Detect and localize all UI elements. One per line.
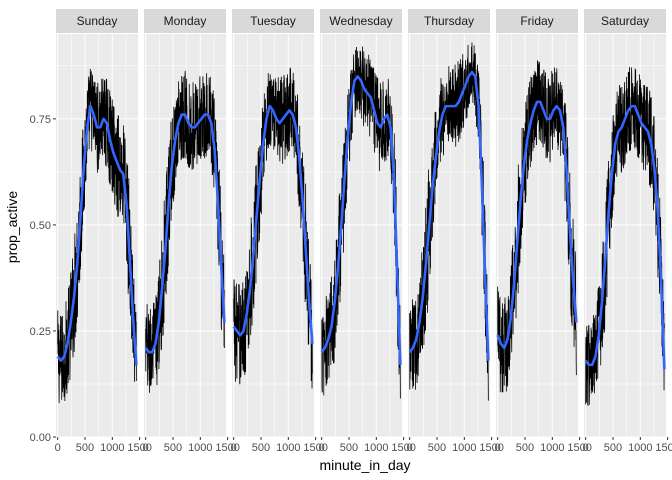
facet-strip	[144, 9, 226, 33]
raw-activity-line	[233, 67, 313, 389]
y-axis: 0.00 0.25 0.50 0.75	[30, 114, 56, 444]
x-tick-label: 0	[319, 442, 325, 454]
smooth-trend-line	[320, 75, 402, 365]
panel-background	[320, 34, 402, 437]
facet-strip-label: Tuesday	[250, 14, 296, 28]
x-tick-label: 1000	[188, 442, 212, 454]
x-tick-label: 1500	[567, 442, 591, 454]
raw-activity-line	[145, 70, 225, 393]
y-tick-label: 0.75	[30, 114, 51, 126]
x-tick-label: 1500	[479, 442, 503, 454]
facet-panel-friday: Friday 0 500 1000 1500	[495, 9, 592, 454]
facet-strip	[56, 9, 138, 33]
x-tick-label: 1500	[391, 442, 415, 454]
x-tick-label: 1000	[100, 442, 124, 454]
x-tick-label: 0	[495, 442, 501, 454]
smooth-trend-line	[408, 70, 490, 361]
facet-strip	[584, 9, 666, 33]
x-tick-label: 500	[252, 442, 270, 454]
smooth-trend-line	[584, 104, 666, 370]
raw-activity-line	[321, 46, 401, 399]
facet-strip-label: Friday	[520, 14, 553, 28]
x-tick-label: 500	[604, 442, 622, 454]
raw-activity-line	[409, 42, 489, 401]
x-tick-label: 0	[583, 442, 589, 454]
x-tick-label: 1000	[364, 442, 388, 454]
facet-panel-sunday: Sunday 0 500 1000 1500	[55, 9, 152, 454]
x-axis-title: minute_in_day	[319, 457, 410, 473]
x-tick-label: 500	[340, 442, 358, 454]
x-tick-label: 500	[76, 442, 94, 454]
facet-strip-label: Saturday	[601, 14, 649, 28]
x-tick-label: 500	[428, 442, 446, 454]
y-tick-label: 0.50	[30, 220, 51, 232]
x-tick-label: 0	[143, 442, 149, 454]
smooth-trend-line	[496, 100, 578, 350]
smooth-trend-line	[232, 104, 314, 344]
x-tick-label: 0	[407, 442, 413, 454]
facet-strip	[496, 9, 578, 33]
x-tick-label: 1500	[303, 442, 327, 454]
facet-panel-thursday: Thursday 0 500 1000 1500	[407, 9, 504, 454]
y-tick-label: 0.25	[30, 326, 51, 338]
x-tick-label: 1500	[215, 442, 239, 454]
x-tick-label: 1000	[540, 442, 564, 454]
facet-strip	[320, 9, 402, 33]
x-tick-label: 1500	[127, 442, 151, 454]
x-tick-label: 1000	[628, 442, 652, 454]
x-tick-label: 500	[516, 442, 534, 454]
x-tick-label: 0	[55, 442, 61, 454]
y-tick-label: 0.00	[30, 432, 51, 444]
facet-strip	[408, 9, 490, 33]
facet-panel-tuesday: Tuesday 0 500 1000 1500	[231, 9, 328, 454]
facet-panel-wednesday: Wednesday 0 500 1000 1500	[319, 9, 416, 454]
facet-strip-label: Wednesday	[329, 14, 392, 28]
x-tick-label: 500	[164, 442, 182, 454]
smooth-trend-line	[144, 113, 226, 354]
facet-panel-monday: Monday 0 500 1000 1500	[143, 9, 240, 454]
x-tick-label: 1000	[452, 442, 476, 454]
x-tick-label: 1500	[655, 442, 672, 454]
facet-strip-label: Sunday	[77, 14, 118, 28]
x-tick-label: 0	[231, 442, 237, 454]
raw-activity-line	[585, 66, 665, 406]
x-tick-label: 1000	[276, 442, 300, 454]
y-axis-title: prop_active	[4, 191, 20, 264]
facet-strip	[232, 9, 314, 33]
smooth-trend-line	[56, 104, 138, 365]
facet-strip-label: Monday	[164, 14, 207, 28]
facet-strip-label: Thursday	[424, 14, 474, 28]
